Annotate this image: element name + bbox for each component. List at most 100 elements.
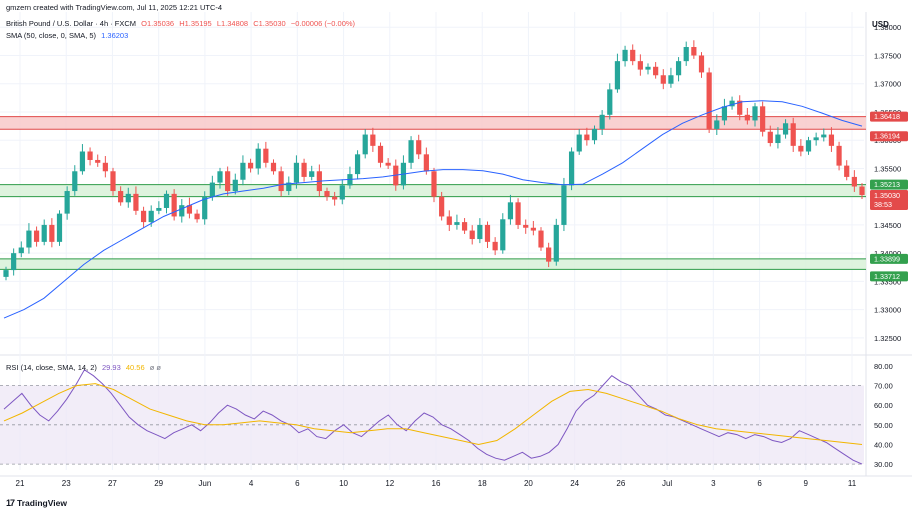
candle-body bbox=[737, 100, 743, 115]
candle-body bbox=[194, 213, 200, 220]
candle-up bbox=[568, 147, 575, 191]
candle-up bbox=[714, 114, 720, 136]
candle-body bbox=[33, 230, 40, 242]
candle-body bbox=[247, 162, 254, 169]
candle-body bbox=[332, 196, 338, 200]
candle-down bbox=[844, 160, 850, 181]
ohlc-change: −0.00006 (−0.00%) bbox=[290, 19, 356, 28]
candle-up bbox=[622, 45, 628, 67]
candle-up bbox=[805, 136, 812, 155]
x-tick-label: Jul bbox=[662, 479, 672, 488]
x-tick-label: 18 bbox=[478, 479, 487, 488]
candle-down bbox=[278, 166, 284, 197]
rsi-ma-value: 40.56 bbox=[125, 363, 145, 372]
candle-body bbox=[18, 247, 24, 254]
x-tick-label: 10 bbox=[339, 479, 348, 488]
candle-body bbox=[118, 191, 124, 203]
candle-down bbox=[118, 186, 124, 206]
candle-up bbox=[156, 201, 162, 215]
candle-body bbox=[454, 222, 460, 225]
candle-up bbox=[729, 96, 735, 110]
candle-body bbox=[423, 154, 429, 172]
candle-down bbox=[133, 186, 139, 215]
zone-price-tag bbox=[870, 179, 908, 190]
candle-body bbox=[645, 66, 651, 70]
candle-body bbox=[477, 224, 483, 240]
candle-up bbox=[553, 218, 559, 266]
ohlc-low: L1.34808 bbox=[216, 19, 249, 28]
candle-down bbox=[798, 139, 804, 157]
candle-body bbox=[26, 230, 32, 248]
candle-body bbox=[446, 216, 452, 225]
candle-up bbox=[576, 129, 582, 155]
zone-price-tag bbox=[870, 253, 908, 264]
rsi-legend[interactable]: RSI (14, close, SMA, 14, 2) 29.93 40.56 … bbox=[6, 363, 164, 372]
candle-down bbox=[653, 62, 659, 79]
candle-body bbox=[431, 171, 437, 197]
candle-down bbox=[225, 166, 231, 196]
candle-down bbox=[110, 167, 116, 196]
candle-down bbox=[194, 209, 200, 223]
candle-body bbox=[813, 137, 819, 141]
candle-up bbox=[607, 83, 613, 120]
x-tick-label: 12 bbox=[385, 479, 394, 488]
sma-legend[interactable]: SMA (50, close, 0, SMA, 5) 1.36203 bbox=[6, 31, 131, 40]
candle-body bbox=[767, 131, 773, 144]
candle-up bbox=[775, 127, 781, 149]
candle-body bbox=[324, 191, 330, 197]
attribution-text: gmzern created with TradingView.com, Jul… bbox=[6, 3, 223, 12]
candle-up bbox=[477, 218, 483, 244]
candle-body bbox=[775, 134, 781, 144]
symbol-legend[interactable]: British Pound / U.S. Dollar · 4h · FXCM … bbox=[6, 19, 358, 28]
candle-up bbox=[286, 176, 292, 196]
candle-up bbox=[255, 143, 261, 175]
candle-up bbox=[821, 128, 827, 142]
zone-price-tag bbox=[870, 271, 908, 282]
candle-body bbox=[675, 61, 682, 76]
candle-down bbox=[140, 206, 147, 229]
candle-down bbox=[760, 101, 766, 137]
candle-body bbox=[790, 123, 796, 146]
currency-label[interactable]: USD bbox=[872, 20, 889, 29]
candle-body bbox=[72, 171, 78, 192]
candle-down bbox=[87, 147, 93, 166]
candle-up bbox=[18, 241, 24, 258]
candle-down bbox=[270, 159, 277, 175]
candle-up bbox=[454, 214, 460, 230]
candle-down bbox=[790, 117, 796, 152]
rsi-tick-label: 50.00 bbox=[874, 421, 893, 430]
rsi-value: 29.93 bbox=[101, 363, 121, 372]
candle-up bbox=[721, 98, 728, 126]
candle-up bbox=[56, 210, 63, 246]
support-zone bbox=[0, 258, 866, 270]
candle-body bbox=[263, 148, 269, 163]
candle-body bbox=[95, 159, 101, 163]
x-tick-label: 3 bbox=[711, 479, 716, 488]
candle-body bbox=[87, 151, 93, 160]
current-price-label: 1.35030 bbox=[874, 191, 900, 200]
ohlc-high: H1.35195 bbox=[179, 19, 212, 28]
tradingview-logo[interactable]: 17 TradingView bbox=[6, 498, 67, 508]
candle-body bbox=[133, 193, 139, 211]
candle-down bbox=[523, 219, 529, 234]
candle-down bbox=[706, 67, 712, 133]
y-tick-label: 1.33500 bbox=[874, 277, 901, 286]
candle-up bbox=[232, 173, 238, 195]
candle-body bbox=[56, 213, 63, 242]
candle-up bbox=[561, 177, 567, 232]
x-tick-label: 24 bbox=[570, 479, 579, 488]
candle-body bbox=[805, 140, 812, 152]
candle-down bbox=[691, 40, 697, 59]
candle-down bbox=[469, 225, 475, 245]
candle-body bbox=[171, 193, 177, 217]
candle-up bbox=[752, 102, 758, 127]
candle-up bbox=[362, 129, 368, 159]
rsi-tick-label: 30.00 bbox=[874, 460, 893, 469]
candle-down bbox=[530, 220, 536, 236]
candle-up bbox=[79, 144, 86, 175]
candle-body bbox=[209, 182, 215, 197]
x-tick-label: 9 bbox=[804, 479, 809, 488]
candle-body bbox=[729, 100, 735, 107]
x-tick-label: 21 bbox=[16, 479, 25, 488]
candle-body bbox=[599, 114, 605, 129]
